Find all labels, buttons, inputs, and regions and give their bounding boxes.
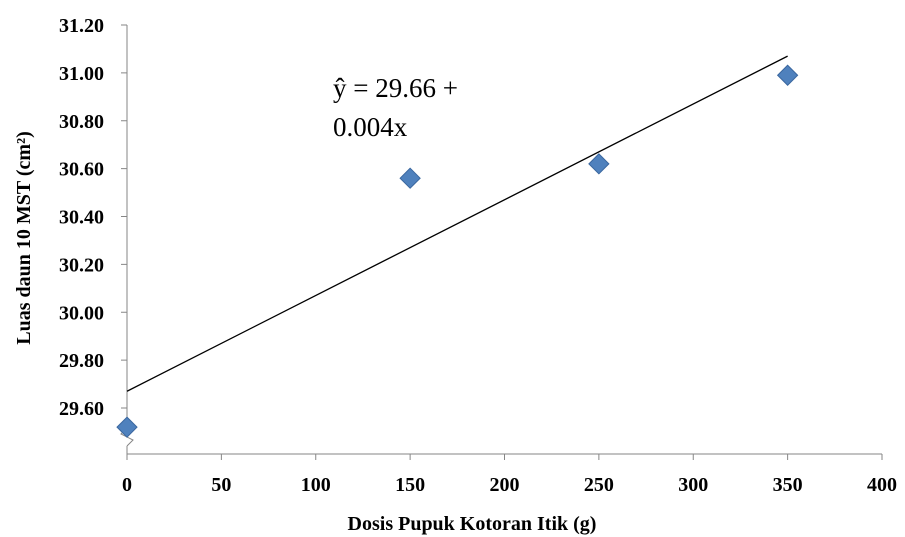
- trendline-equation-line-2: 0.004x: [333, 112, 408, 142]
- trendline-group: [126, 55, 788, 392]
- x-tick-label: 250: [584, 474, 614, 496]
- x-axis-ticks: 0 50 100 150 200 250 300 350 400: [122, 454, 897, 496]
- x-axis-title: Dosis Pupuk Kotoran Itik (g): [348, 513, 597, 535]
- y-tick-label: 31.20: [59, 15, 104, 37]
- y-tick-label: 30.60: [59, 159, 104, 181]
- y-tick-label: 29.60: [59, 398, 104, 420]
- data-point: [399, 167, 421, 189]
- y-tick-label: 30.00: [59, 302, 104, 324]
- chart-axes: [120, 25, 882, 455]
- x-tick-label: 0: [122, 474, 132, 496]
- data-point: [588, 153, 610, 175]
- y-tick-label: 30.40: [59, 207, 104, 229]
- y-tick-label: 30.20: [59, 254, 104, 276]
- y-tick-label: 31.00: [59, 63, 104, 85]
- data-point: [776, 64, 799, 86]
- y-axis-ticks: 29.60 29.80 30.00 30.20 30.40 30.60 30.80 31.00…: [59, 15, 127, 420]
- data-point: [116, 416, 138, 438]
- x-tick-label: 300: [678, 474, 708, 496]
- y-tick-label: 29.80: [59, 350, 104, 372]
- data-points: [116, 64, 799, 438]
- x-tick-label: 200: [490, 474, 520, 496]
- trendline-equation-line-1: ŷ = 29.66 +: [333, 73, 458, 103]
- x-tick-label: 400: [867, 474, 897, 496]
- y-tick-label: 30.80: [59, 111, 104, 133]
- y-axis-title: Luas daun 10 MST (cm²): [13, 131, 35, 344]
- x-tick-label: 100: [301, 474, 331, 496]
- x-tick-label: 50: [211, 474, 231, 496]
- x-tick-label: 150: [395, 474, 425, 496]
- trendline: [126, 55, 788, 392]
- x-tick-label: 350: [773, 474, 803, 496]
